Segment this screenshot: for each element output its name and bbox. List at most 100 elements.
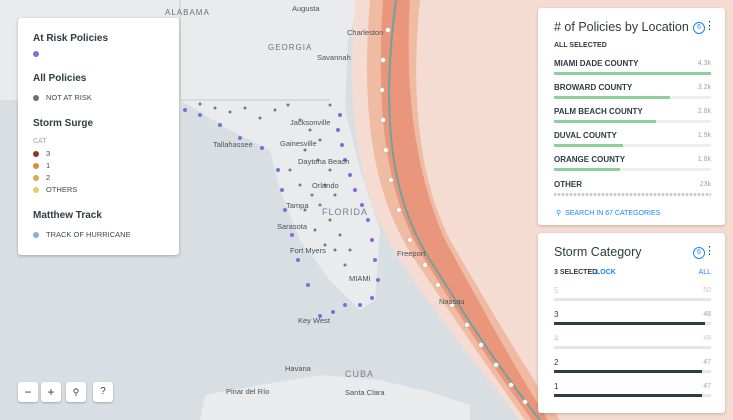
policies-by-location-widget: # of Policies by Location 6 ⋮ ALL SELECT… [538, 8, 725, 225]
all-selected-label: ALL SELECTED [554, 42, 607, 49]
location-bar-fill [554, 168, 620, 171]
all-button[interactable]: ALL [698, 269, 711, 276]
search-categories-link[interactable]: ⚲ SEARCH IN 67 CATEGORIES [556, 209, 661, 218]
map-label-nassau: Nassau [439, 297, 465, 306]
location-bar-track [554, 120, 711, 123]
map-label-tallahassee: Tallahassee [213, 140, 253, 149]
location-count: 2.8k [697, 108, 711, 115]
legend-not-at-risk-row: NOT AT RISK [33, 93, 92, 102]
map-label-fortmyers: Fort Myers [290, 246, 326, 255]
location-count: 23k [699, 181, 711, 188]
location-bar-track [554, 144, 711, 147]
location-count: 4.3k [697, 60, 711, 67]
map-label-jacksonville: Jacksonville [290, 118, 331, 127]
map-label-sarasota: Sarasota [277, 222, 308, 231]
search-categories-label: SEARCH IN 67 CATEGORIES [565, 209, 661, 217]
location-bar-track [554, 168, 711, 171]
location-bar-fill [554, 120, 657, 123]
map-label-tampa: Tampa [286, 201, 309, 210]
category-bar-fill [554, 322, 705, 325]
widget-menu-icon[interactable]: ⋮ [704, 245, 715, 257]
map-label-augusta: Augusta [292, 4, 320, 13]
zoom-out-button[interactable]: − [18, 382, 38, 402]
search-icon: ⚲ [556, 210, 562, 217]
at-risk-policy-points [183, 108, 380, 318]
zoom-in-button[interactable]: + [41, 382, 61, 402]
map-label-daytona: Daytona Beach [298, 157, 350, 166]
location-bar-fill [554, 193, 711, 196]
location-bar-fill [554, 144, 624, 147]
location-name: ORANGE COUNTY [554, 155, 626, 164]
legend-all-policies-title: All Policies [33, 73, 87, 84]
location-bar-fill [554, 72, 711, 75]
legend-storm-surge-title: Storm Surge [33, 118, 94, 129]
legend-not-at-risk-label: NOT AT RISK [46, 93, 92, 102]
map-label-savannah: Savannah [317, 53, 351, 62]
map-legend: At Risk Policies All Policies NOT AT RIS… [18, 18, 179, 255]
category-bar-fill [554, 394, 702, 397]
category-count: 50 [703, 287, 711, 294]
others-dot-icon [33, 186, 39, 193]
location-bar-fill [554, 96, 671, 99]
location-bar-track [554, 96, 711, 99]
legend-at-risk-title: At Risk Policies [33, 33, 109, 44]
location-name: MIAMI DADE COUNTY [554, 59, 639, 68]
category-name: 2 [554, 358, 559, 367]
track-dot-icon [33, 231, 39, 238]
category-bar-fill [554, 298, 711, 301]
at-risk-dot-icon [33, 51, 39, 57]
legend-track-label: TRACK OF HURRICANE [46, 230, 131, 239]
category-bar-track [554, 370, 711, 373]
legend-matthew-title: Matthew Track [33, 210, 102, 221]
category-count: 47 [703, 383, 711, 390]
collapse-icon[interactable]: 6 [693, 22, 705, 34]
cat3-dot-icon [33, 150, 39, 157]
category-bar-fill [554, 346, 705, 349]
legend-others-row: OTHERS [33, 185, 77, 194]
search-icon: ⚲ [72, 387, 80, 397]
collapse-icon[interactable]: 6 [693, 247, 705, 259]
map-label-havana: Havana [285, 364, 311, 373]
not-at-risk-dot-icon [33, 94, 39, 101]
map-label-charleston: Charleston [347, 28, 384, 37]
location-count: 1.8k [697, 156, 711, 163]
legend-cat1-label: 1 [46, 161, 51, 170]
location-bar-track [554, 193, 711, 196]
category-name: 5 [554, 286, 559, 295]
legend-cat2-label: 2 [46, 173, 51, 182]
location-count: 3.2k [697, 84, 711, 91]
cat2-dot-icon [33, 174, 39, 181]
location-name: BROWARD COUNTY [554, 83, 633, 92]
location-name: OTHER [554, 180, 582, 189]
map-label-miami: MIAMI [349, 274, 371, 283]
selected-count-label: 3 SELECTED [554, 269, 598, 276]
category-name: 3 [554, 310, 559, 319]
legend-at-risk-row [33, 51, 39, 57]
lock-button[interactable]: LOCK [596, 269, 616, 276]
category-count: 47 [703, 359, 711, 366]
map-label-alabama: ALABAMA [165, 8, 210, 17]
legend-cat-label: CAT [33, 138, 47, 145]
cat1-dot-icon [33, 162, 39, 169]
map-search-button[interactable]: ⚲ [66, 382, 86, 402]
widget-menu-icon[interactable]: ⋮ [704, 20, 715, 32]
location-bar-track [554, 72, 711, 75]
legend-cat1-row: 1 [33, 161, 50, 170]
storm-category-widget: Storm Category 6 ⋮ 3 SELECTED LOCK ALL 5… [538, 233, 725, 413]
category-bar-fill [554, 370, 702, 373]
category-count: 48 [703, 311, 711, 318]
legend-cat3-label: 3 [46, 149, 51, 158]
policies-widget-title: # of Policies by Location [554, 20, 689, 34]
category-bar-track [554, 394, 711, 397]
map-label-freeport: Freeport [397, 249, 426, 258]
legend-cat3-row: 3 [33, 149, 50, 158]
category-name: 4 [554, 334, 559, 343]
category-bar-track [554, 322, 711, 325]
track-points [379, 27, 528, 405]
help-button[interactable]: ? [93, 382, 113, 402]
map-label-florida: FLORIDA [322, 207, 369, 217]
location-name: DUVAL COUNTY [554, 131, 617, 140]
map-label-orlando: Orlando [312, 181, 339, 190]
category-bar-track [554, 346, 711, 349]
category-count: 48 [703, 335, 711, 342]
